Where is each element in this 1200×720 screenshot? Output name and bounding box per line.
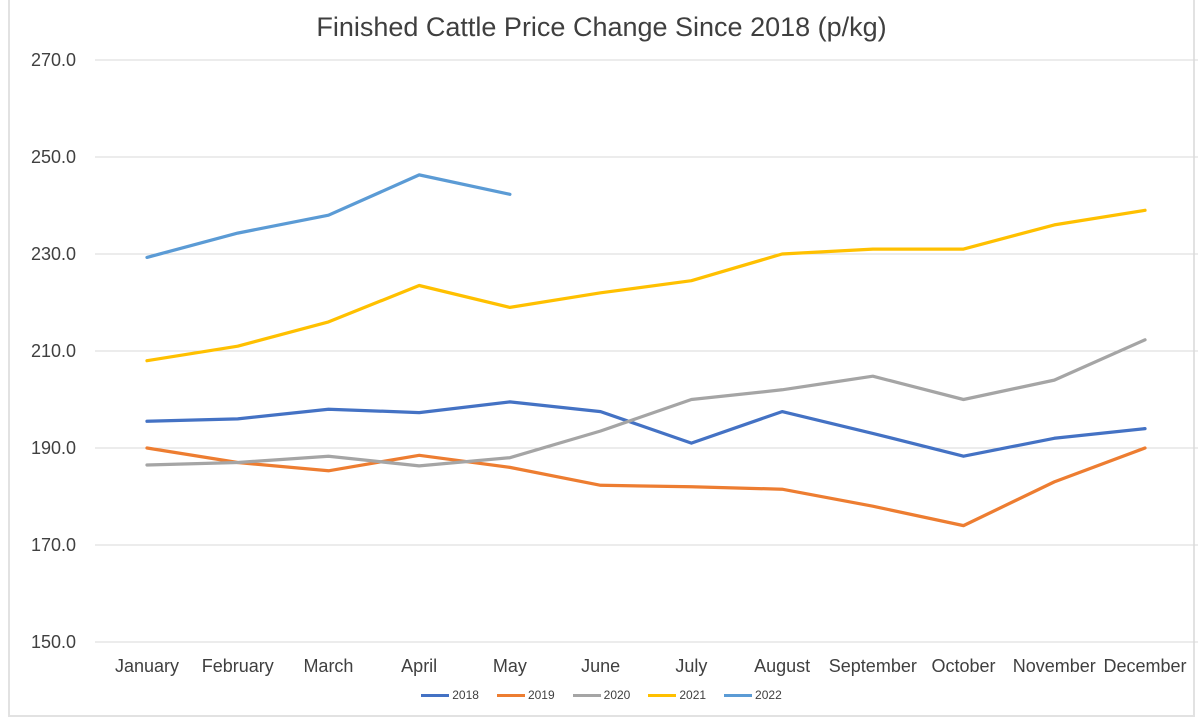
series-line-2022 <box>145 173 512 260</box>
legend-item-2021: 2021 <box>648 688 706 702</box>
legend-label: 2021 <box>679 688 707 702</box>
legend-label: 2022 <box>755 688 782 702</box>
legend-item-2022: 2022 <box>724 688 782 702</box>
x-axis-month-label: May <box>493 656 527 676</box>
legend-swatch-2021 <box>648 693 677 697</box>
x-axis-month-label: June <box>581 656 620 676</box>
y-axis-tick-label: 150.0 <box>31 632 76 652</box>
legend-label: 2019 <box>527 688 555 702</box>
x-axis-month-label: August <box>754 656 810 676</box>
legend-swatch-2020 <box>572 693 601 697</box>
legend-label: 2018 <box>452 688 479 702</box>
x-axis-month-label: December <box>1103 656 1186 676</box>
line-chart-plot: 270.0 250.0 230.0 210.0 190.0 170.0 150.0 Janua… <box>31 50 1198 676</box>
chart-legend: 2018 2019 2020 2021 2022 <box>10 688 1193 702</box>
legend-label: 2020 <box>603 688 631 702</box>
legend-item-2020: 2020 <box>572 688 631 702</box>
x-axis-month-label: September <box>829 656 917 676</box>
chart-frame: Finished Cattle Price Change Since 2018 … <box>8 0 1198 717</box>
series-line-2019 <box>145 446 1147 528</box>
y-axis-tick-label: 250.0 <box>31 147 76 167</box>
x-axis-month-label: July <box>675 656 707 676</box>
y-axis-tick-label: 230.0 <box>31 244 76 264</box>
x-axis-month-label: April <box>401 656 437 676</box>
series-line-2018 <box>145 400 1147 458</box>
legend-swatch-2019 <box>496 693 525 697</box>
x-axis-month-label: November <box>1013 656 1096 676</box>
y-axis-tick-label: 190.0 <box>31 438 76 458</box>
legend-item-2018: 2018 <box>421 688 479 702</box>
series-line-2021 <box>145 208 1147 363</box>
y-axis-tick-label: 170.0 <box>31 535 76 555</box>
x-axis-month-label: October <box>932 656 996 676</box>
y-axis-tick-label: 210.0 <box>31 341 76 361</box>
legend-item-2019: 2019 <box>496 688 555 702</box>
chart-title: Finished Cattle Price Change Since 2018 … <box>316 12 887 42</box>
legend-swatch-2018 <box>421 693 450 697</box>
x-axis-month-label: January <box>115 656 179 676</box>
legend-swatch-2022 <box>724 693 753 697</box>
x-axis-month-label: March <box>303 656 353 676</box>
y-axis-tick-label: 270.0 <box>31 50 76 70</box>
series-line-2020 <box>145 338 1147 468</box>
x-axis-month-label: February <box>202 656 274 676</box>
